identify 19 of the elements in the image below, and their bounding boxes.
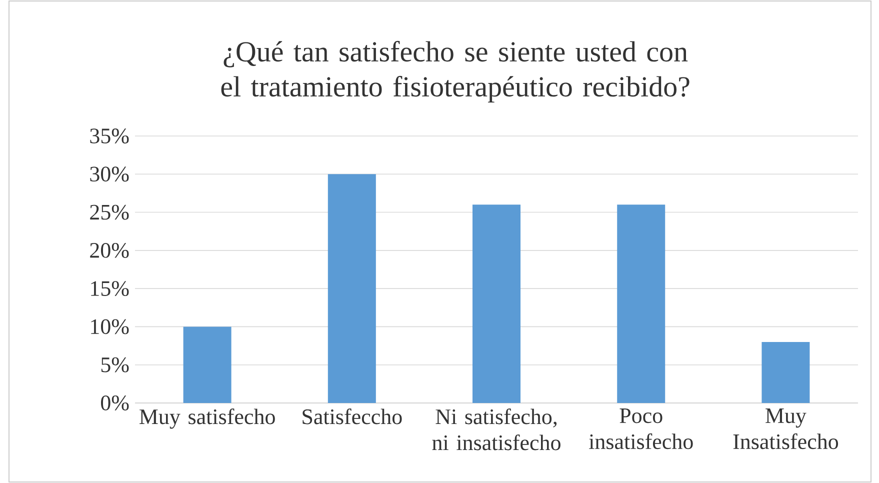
bar: [617, 204, 666, 403]
bar: [472, 204, 521, 403]
y-tick-label: 20%: [90, 242, 129, 258]
y-tick-label: 25%: [90, 204, 129, 220]
y-tick-label: 35%: [90, 128, 129, 144]
x-tick-label: Ni satisfecho, ni insatisfecho: [432, 408, 560, 450]
x-tick-label: Satisfeccho: [302, 408, 402, 424]
x-tick-label: Muy satisfecho: [140, 408, 275, 429]
y-tick-label: 15%: [91, 281, 129, 296]
bar: [762, 342, 810, 403]
x-tick-label: Poco insatisfecho: [589, 408, 693, 450]
y-tick-label: 5%: [101, 357, 129, 372]
bar: [183, 326, 232, 403]
y-tick-label: 10%: [91, 319, 129, 334]
x-tick-label: Muy Insatisfecho: [733, 408, 838, 450]
y-tick-label: 30%: [90, 166, 129, 182]
y-tick-label: 0%: [101, 396, 129, 410]
bar: [328, 174, 376, 403]
chart-title: ¿Qué tan satisfecho se siente usted con el tratamiento fisioterapéutico recibido?: [221, 40, 690, 102]
